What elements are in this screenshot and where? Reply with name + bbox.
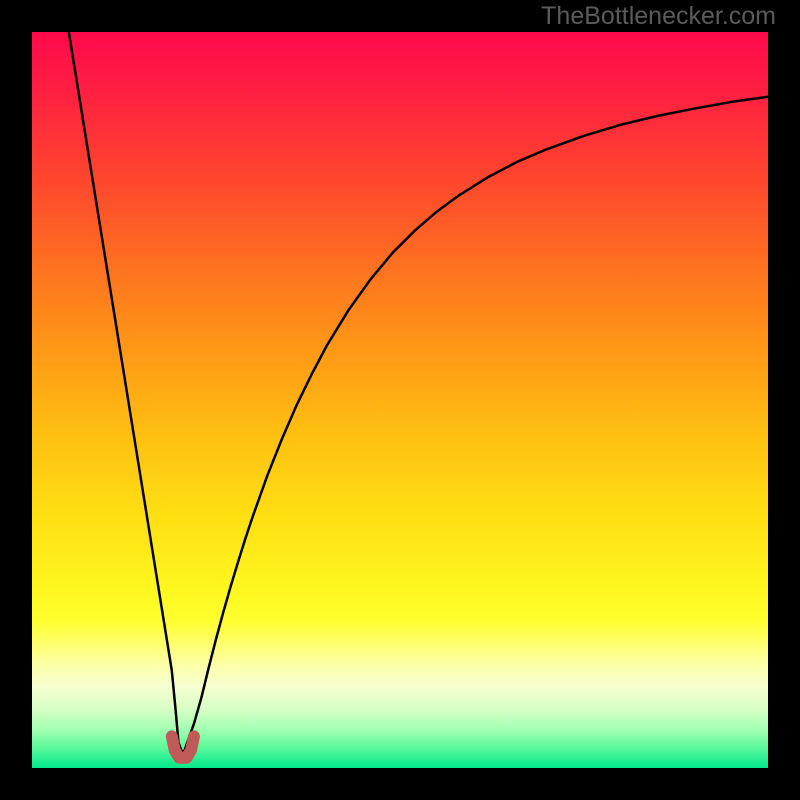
gradient-background <box>32 32 768 768</box>
curve-layer <box>32 32 768 768</box>
plot-area <box>32 32 768 768</box>
watermark-text: TheBottlenecker.com <box>541 2 776 31</box>
